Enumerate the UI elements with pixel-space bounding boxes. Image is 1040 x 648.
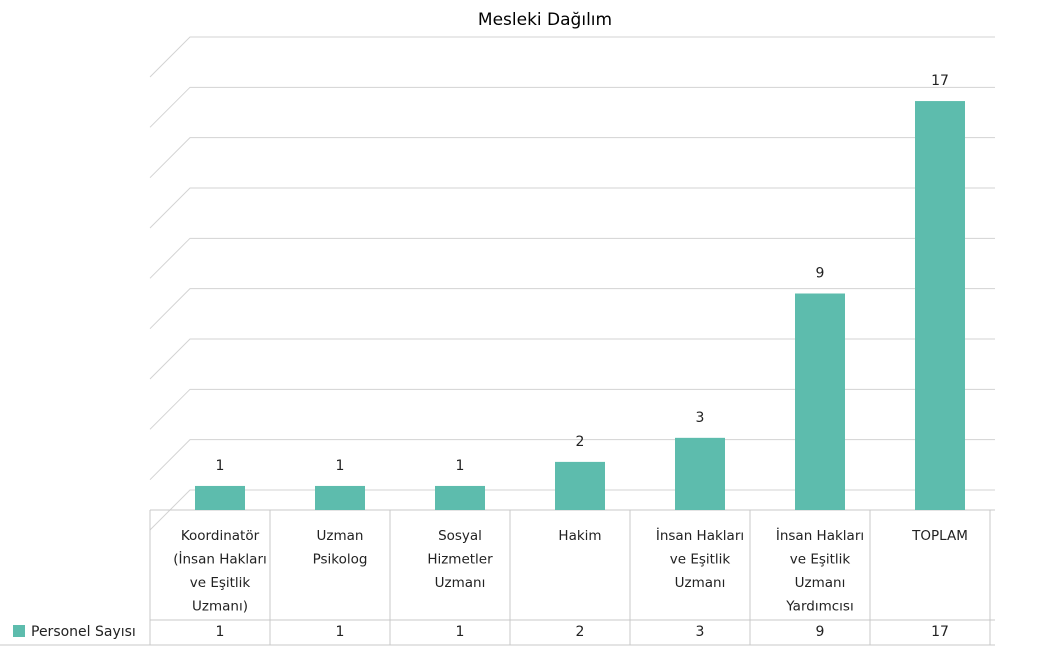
bar-value-label: 9 [816, 266, 825, 282]
table-row-values: 1 1 1 2 3 9 17 [216, 624, 949, 640]
bar-value-label: 1 [456, 458, 465, 474]
table-value: 17 [931, 624, 949, 640]
gridline [149, 36, 995, 78]
bar-value-label: 17 [931, 73, 949, 89]
bar [795, 293, 845, 510]
bar-value-label: 2 [576, 434, 585, 450]
gridline [149, 86, 995, 128]
category-label: Uzman Psikolog [313, 528, 368, 568]
data-labels: 1 1 1 2 3 9 17 [216, 73, 949, 474]
gridline [149, 187, 995, 229]
legend-label: Personel Sayısı [31, 624, 136, 640]
bar [315, 485, 365, 510]
gridline [149, 489, 995, 531]
bar [195, 485, 245, 510]
legend-swatch [13, 625, 25, 637]
bar [915, 101, 965, 511]
gridline [149, 288, 995, 330]
category-labels: Koordinatör (İnsan Hakları ve Eşitlik Uzman… [173, 526, 968, 615]
bar [675, 437, 725, 510]
category-label: İnsan Hakları ve Eşitlik Uzmanı Yardımcısı [776, 526, 864, 615]
category-label: İnsan Hakları ve Eşitlik Uzmanı [656, 526, 744, 591]
gridline [149, 338, 995, 380]
table-value: 1 [336, 624, 345, 640]
bar [555, 461, 605, 510]
table-value: 3 [696, 624, 705, 640]
table-value: 9 [816, 624, 825, 640]
gridline [149, 137, 995, 179]
category-label: Hakim [558, 528, 601, 544]
bar [435, 485, 485, 510]
bar-value-label: 3 [696, 410, 705, 426]
bar-value-label: 1 [336, 458, 345, 474]
category-label: Sosyal Hizmetler Uzmanı [427, 528, 493, 591]
gridline [149, 439, 995, 481]
bar-series [195, 101, 965, 511]
chart-title: Mesleki Dağılım [478, 10, 612, 30]
gridline [149, 237, 995, 279]
table-value: 2 [576, 624, 585, 640]
table-value: 1 [456, 624, 465, 640]
gridline [149, 388, 995, 430]
category-label: TOPLAM [911, 528, 968, 544]
gridlines [149, 36, 995, 531]
legend: Personel Sayısı [13, 624, 136, 640]
category-label: Koordinatör (İnsan Hakları ve Eşitlik Uzman… [173, 528, 267, 615]
bar-value-label: 1 [216, 458, 225, 474]
table-value: 1 [216, 624, 225, 640]
